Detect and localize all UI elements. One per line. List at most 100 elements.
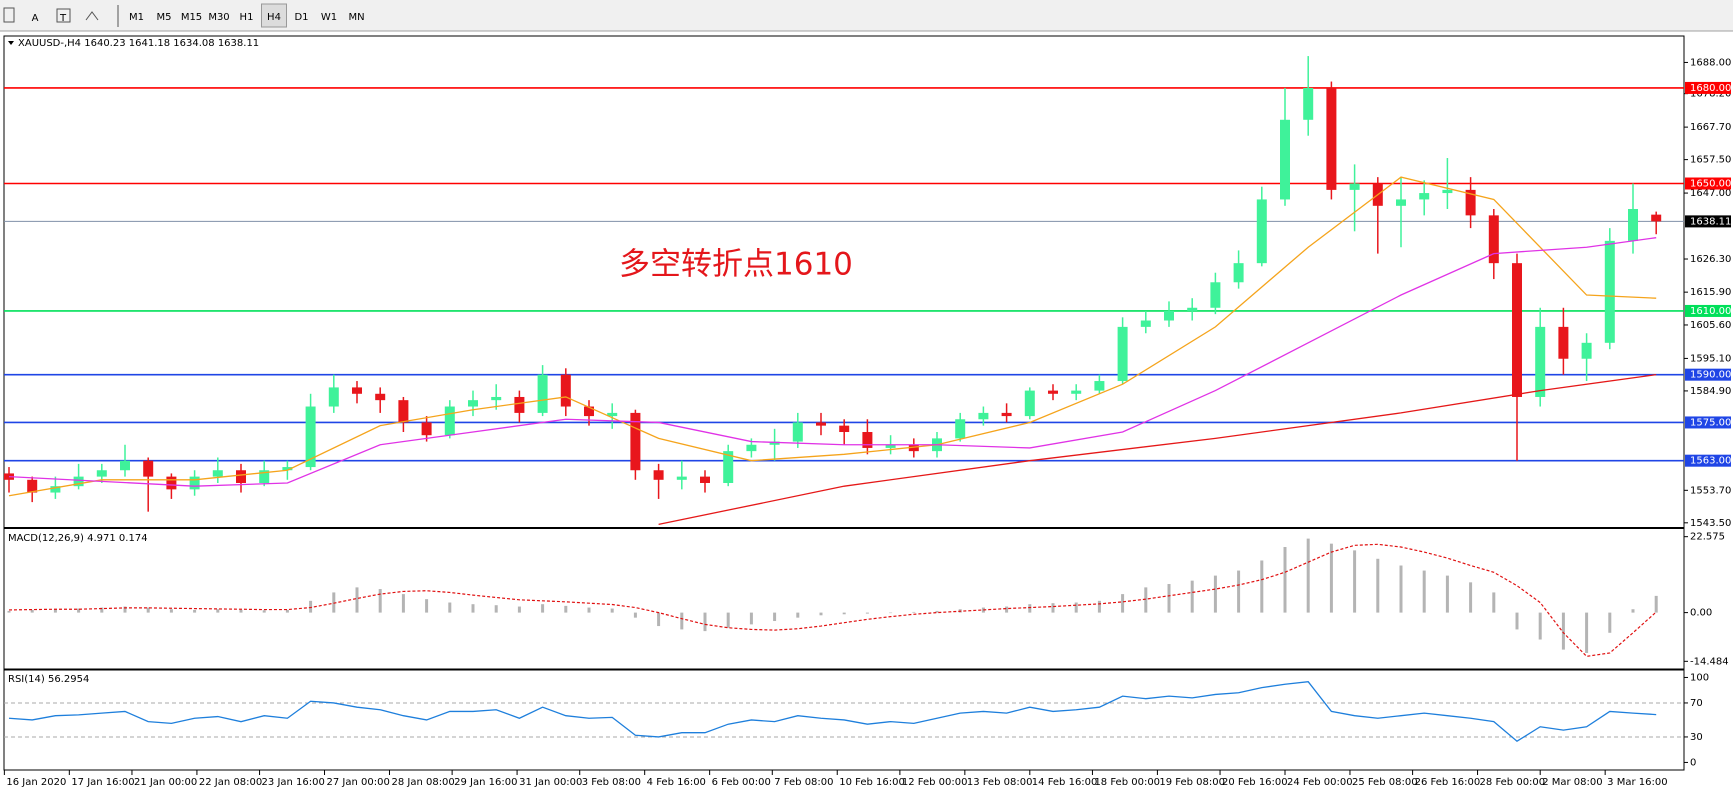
candle-body <box>1465 189 1476 216</box>
icon-arrows[interactable] <box>85 11 99 21</box>
candle-body <box>282 467 293 471</box>
symbol-triangle <box>8 41 14 45</box>
timeframe-button[interactable]: H4 <box>267 12 281 23</box>
candle-body <box>1024 390 1035 417</box>
macd-bar <box>355 587 359 613</box>
candle-body <box>1280 119 1290 200</box>
macd-bar <box>169 609 173 613</box>
x-tick-label: 28 Feb 00:00 <box>1480 777 1546 788</box>
y-tick-label: 0.00 <box>1690 608 1712 619</box>
x-tick-label: 16 Jan 2020 <box>6 777 66 788</box>
candle-body <box>1094 381 1105 391</box>
timeframe-button[interactable]: H1 <box>240 12 254 23</box>
macd-bar <box>1353 550 1357 613</box>
candle-body <box>73 476 84 487</box>
macd-bar <box>1329 543 1333 613</box>
icon-list[interactable] <box>3 7 15 23</box>
candle-body <box>1512 263 1522 397</box>
candle-body <box>189 476 200 490</box>
timeframe-button[interactable]: M30 <box>208 12 229 23</box>
macd-bar <box>610 608 614 613</box>
x-tick-label: 24 Feb 00:00 <box>1287 777 1353 788</box>
macd-bar <box>1260 560 1264 613</box>
candle-body <box>1396 199 1406 206</box>
candle-body <box>955 419 966 439</box>
macd-bar <box>749 612 753 625</box>
macd-bar <box>494 605 498 613</box>
macd-bar <box>1121 594 1125 613</box>
candle-body <box>491 396 502 401</box>
timeframe-button[interactable]: MN <box>348 12 364 23</box>
macd-bar <box>1654 595 1658 613</box>
y-tick-label: 100 <box>1690 672 1709 683</box>
y-tick-label: 0 <box>1690 757 1696 768</box>
x-tick-label: 27 Jan 00:00 <box>327 777 390 788</box>
macd-bar <box>633 612 637 618</box>
macd-bar <box>1167 584 1171 613</box>
candle-body <box>96 470 107 477</box>
candle-body <box>839 425 850 433</box>
candle-body <box>676 476 687 480</box>
macd-bar <box>889 612 893 614</box>
macd-bar <box>332 592 336 613</box>
level-label-box <box>1685 81 1731 94</box>
macd-bar <box>796 612 800 618</box>
macd-bar <box>865 612 869 614</box>
timeframe-button[interactable]: D1 <box>294 12 308 23</box>
macd-bar <box>77 608 81 613</box>
macd-bar <box>657 612 661 627</box>
macd-bar <box>1608 612 1612 633</box>
macd-bar <box>703 612 707 632</box>
level-label: 1563.00 <box>1690 456 1731 467</box>
candle-body <box>444 406 455 436</box>
y-tick-label: 1647.00 <box>1690 188 1731 199</box>
candle-body <box>723 451 734 483</box>
candle-body <box>1535 326 1546 397</box>
candle-body <box>1140 320 1151 327</box>
candle-body <box>1164 310 1174 321</box>
moving-average <box>8 176 1657 497</box>
candle-body <box>120 460 130 471</box>
x-tick-label: 6 Feb 00:00 <box>712 777 771 788</box>
macd-bar <box>262 610 266 613</box>
candle-body <box>1326 87 1337 190</box>
timeframe-button[interactable]: W1 <box>321 12 337 23</box>
macd-bar <box>773 612 777 622</box>
macd-bar <box>1492 592 1496 613</box>
y-tick-label: 70 <box>1690 698 1703 709</box>
macd-bar <box>1097 600 1101 613</box>
y-tick-label: 1626.30 <box>1690 254 1731 265</box>
tool-button[interactable]: T <box>59 13 67 24</box>
candle-body <box>560 374 571 407</box>
timeframe-button[interactable]: M5 <box>157 12 172 23</box>
level-label: 1680.00 <box>1690 83 1731 94</box>
macd-bar <box>1283 547 1287 613</box>
active-timeframe <box>261 3 287 28</box>
macd-bar <box>1376 558 1380 613</box>
x-tick-label: 31 Jan 00:00 <box>519 777 582 788</box>
x-tick-label: 29 Jan 16:00 <box>454 777 517 788</box>
timeframe-button[interactable]: M15 <box>181 12 202 23</box>
level-label-box <box>1685 416 1731 429</box>
candle-body <box>769 441 780 445</box>
candle-body <box>143 460 154 477</box>
icon-text[interactable] <box>56 8 71 23</box>
last-price-box <box>1685 215 1731 228</box>
candle-body <box>1651 214 1662 222</box>
toolbar <box>0 0 1733 31</box>
macd-bar <box>726 612 730 628</box>
tool-button[interactable]: A <box>32 13 39 24</box>
timeframe-button[interactable]: M1 <box>129 12 144 23</box>
macd-bar <box>239 609 243 613</box>
level-label-box <box>1685 304 1731 317</box>
macd-bar <box>842 612 846 615</box>
macd-bar <box>1422 570 1426 613</box>
y-tick-label: 1688.00 <box>1690 57 1731 68</box>
candle-body <box>862 432 873 448</box>
rsi-line <box>8 681 1657 742</box>
x-tick-label: 23 Jan 16:00 <box>262 777 325 788</box>
y-tick-label: 1595.10 <box>1690 353 1731 364</box>
moving-average <box>8 237 1657 487</box>
x-tick-label: 3 Feb 08:00 <box>582 777 641 788</box>
